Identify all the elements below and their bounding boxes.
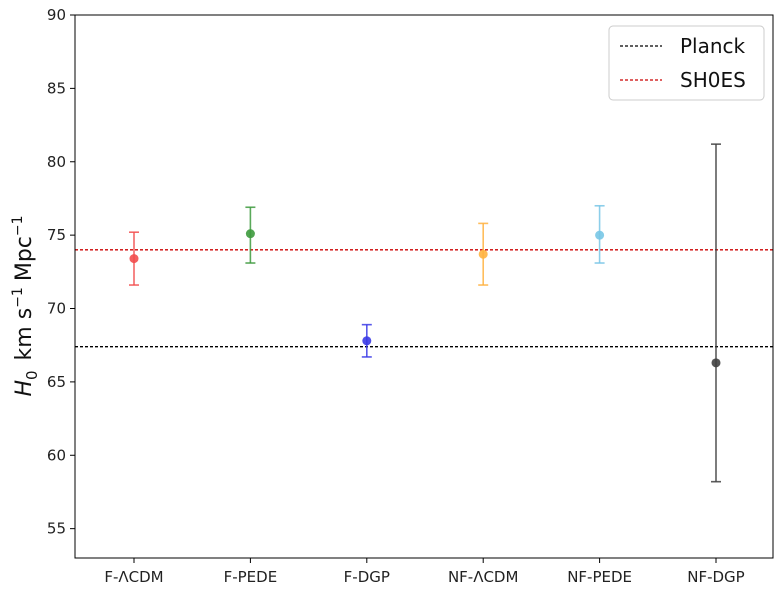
x-tick-label: F-DGP [344, 568, 390, 586]
marker [478, 249, 488, 259]
data-point-4 [478, 222, 489, 286]
data-point-5 [594, 204, 605, 264]
data-points [129, 143, 721, 483]
legend-box [608, 25, 765, 101]
x-tick-label: NF-PEDE [567, 568, 632, 586]
plot-frame [74, 14, 774, 559]
x-tick-label: F-ΛCDM [104, 568, 163, 586]
y-axis-label: H0km s−1Mpc−1 [10, 215, 41, 396]
data-point-1 [129, 231, 139, 286]
data-point-6 [711, 143, 721, 483]
marker [245, 229, 255, 239]
x-tick-label: F-PEDE [224, 568, 278, 586]
y-tick-label: 85 [47, 79, 66, 97]
y-axis: 55 60 65 70 75 80 85 90 [47, 6, 75, 538]
data-point-2 [245, 206, 256, 264]
marker [595, 230, 605, 240]
y-tick-label: 90 [47, 6, 66, 24]
legend: Planck SH0ES [608, 25, 765, 101]
y-tick-label: 60 [47, 446, 66, 464]
y-tick-label: 70 [47, 300, 66, 318]
legend-label-sh0es: SH0ES [680, 68, 746, 92]
reference-lines [75, 249, 773, 348]
data-point-3 [361, 323, 372, 358]
marker [711, 358, 721, 368]
legend-label-planck: Planck [680, 34, 746, 58]
x-axis: F-ΛCDM F-PEDE F-DGP NF-ΛCDM NF-PEDE NF-DGP [104, 558, 745, 586]
y-tick-label: 75 [47, 226, 66, 244]
x-tick-label: NF-DGP [687, 568, 744, 586]
y-tick-label: 80 [47, 153, 66, 171]
x-tick-label: NF-ΛCDM [448, 568, 519, 586]
marker [362, 336, 372, 346]
y-tick-label: 65 [47, 373, 66, 391]
y-tick-label: 55 [47, 520, 66, 538]
marker [129, 254, 139, 264]
